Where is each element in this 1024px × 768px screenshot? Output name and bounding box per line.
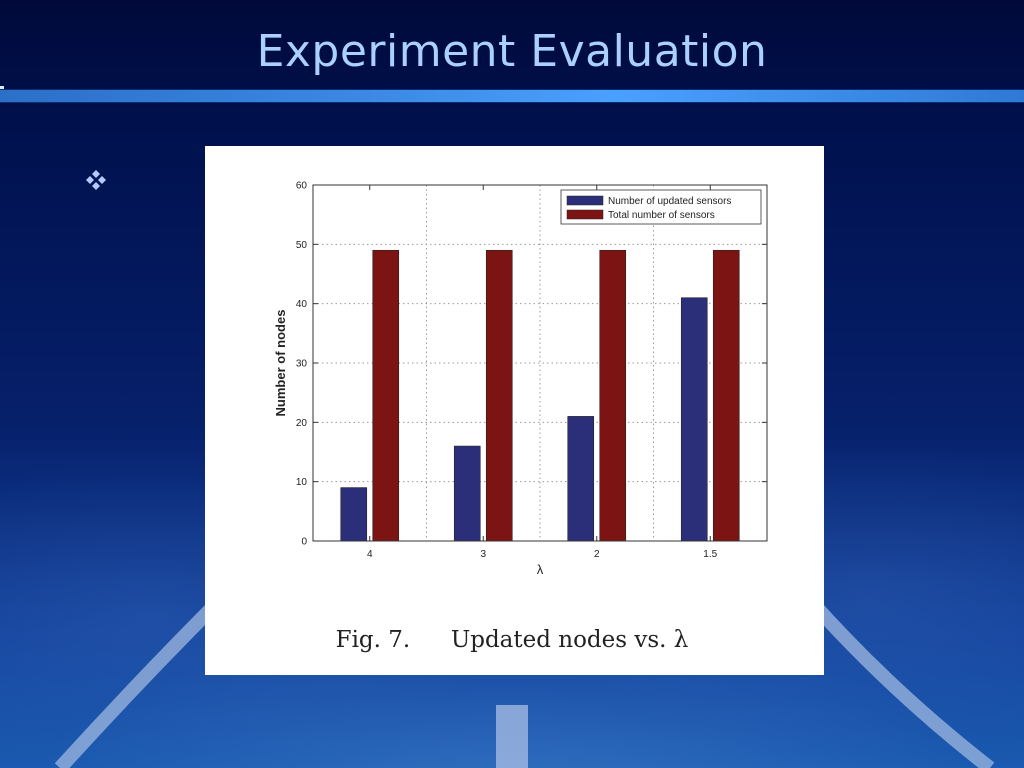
y-tick-label: 0 <box>301 537 307 548</box>
x-tick-label: 3 <box>480 549 486 560</box>
figure-panel: 0 10 20 30 40 50 60 4 3 2 1.5 λ Number of nodes Numbe… <box>205 146 824 675</box>
y-axis-label: Number of nodes <box>273 310 288 417</box>
title-rule-tick <box>0 86 4 92</box>
y-tick-label: 60 <box>296 181 308 192</box>
y-tick-label: 50 <box>296 240 308 251</box>
bar-chart: 0 10 20 30 40 50 60 4 3 2 1.5 λ Number of nodes Numbe… <box>273 181 768 577</box>
legend-swatch-total <box>566 209 604 220</box>
figure-caption-text: Updated nodes vs. λ <box>450 627 689 653</box>
bar-updated-3 <box>453 445 481 542</box>
legend-swatch-updated <box>566 195 604 206</box>
bar-updated-1-5 <box>680 297 708 542</box>
legend-label-total: Total number of sensors <box>608 210 715 221</box>
y-tick-label: 20 <box>296 418 308 429</box>
bar-total-2 <box>599 249 627 542</box>
x-tick-label: 1.5 <box>703 549 717 560</box>
bar-total-4 <box>372 249 400 542</box>
y-tick-label: 10 <box>296 477 308 488</box>
y-tick-label: 40 <box>296 299 308 310</box>
four-diamond-bullet-icon <box>86 170 106 190</box>
title-rule <box>0 90 1024 102</box>
bar-total-3 <box>485 249 513 542</box>
x-tick-label: 2 <box>594 549 600 560</box>
x-axis-label: λ <box>537 562 544 577</box>
figure-caption: Fig. 7. Updated nodes vs. λ <box>0 627 1024 653</box>
bar-updated-2 <box>567 416 595 542</box>
bar-updated-4 <box>340 487 368 542</box>
x-tick-label: 4 <box>367 549 373 560</box>
slide-title: Experiment Evaluation <box>256 26 768 77</box>
y-tick-label: 30 <box>296 359 308 370</box>
bar-total-1-5 <box>712 249 740 542</box>
legend-label-updated: Number of updated sensors <box>608 196 731 207</box>
figure-caption-label: Fig. 7. <box>335 627 411 653</box>
